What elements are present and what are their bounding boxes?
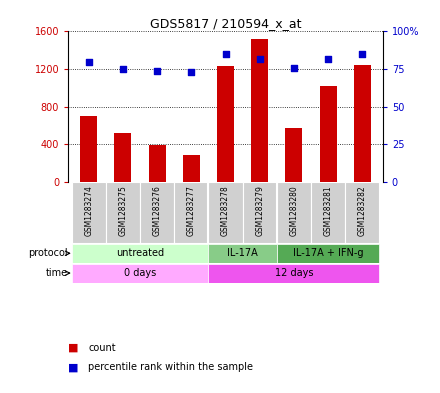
Text: GSM1283280: GSM1283280 [290,185,298,236]
Text: 0 days: 0 days [124,268,156,278]
Point [256,55,263,62]
Bar [209,182,242,243]
Bar [311,182,345,243]
Point [85,59,92,65]
Bar [209,244,277,263]
Point [359,51,366,57]
Text: IL-17A: IL-17A [227,248,258,258]
Bar [183,155,200,182]
Bar [277,182,311,243]
Title: GDS5817 / 210594_x_at: GDS5817 / 210594_x_at [150,17,301,30]
Text: GSM1283276: GSM1283276 [153,185,161,236]
Bar [242,182,277,243]
Text: GSM1283275: GSM1283275 [118,185,128,236]
Text: ■: ■ [68,362,79,373]
Bar [80,116,97,182]
Bar [106,182,140,243]
Text: GSM1283282: GSM1283282 [358,185,367,236]
Text: GSM1283279: GSM1283279 [255,185,264,236]
Point [119,66,126,72]
Text: GSM1283274: GSM1283274 [84,185,93,236]
Bar [174,182,209,243]
Bar [251,39,268,182]
Bar [149,145,165,182]
Text: GSM1283277: GSM1283277 [187,185,196,236]
Text: count: count [88,343,116,353]
Text: GSM1283281: GSM1283281 [323,185,333,236]
Text: percentile rank within the sample: percentile rank within the sample [88,362,253,373]
Point [188,69,195,75]
Text: untreated: untreated [116,248,164,258]
Bar [114,133,132,182]
Bar [72,264,209,283]
Text: ■: ■ [68,343,79,353]
Bar [277,244,379,263]
Bar [209,264,379,283]
Bar [319,86,337,182]
Bar [286,127,302,182]
Text: 12 days: 12 days [275,268,313,278]
Point [222,51,229,57]
Text: time: time [45,268,67,278]
Text: IL-17A + IFN-g: IL-17A + IFN-g [293,248,363,258]
Bar [72,244,209,263]
Point [290,64,297,71]
Bar [72,182,106,243]
Bar [140,182,174,243]
Bar [354,65,371,182]
Bar [345,182,379,243]
Text: GSM1283278: GSM1283278 [221,185,230,236]
Bar [217,66,234,182]
Text: protocol: protocol [28,248,67,258]
Point [154,68,161,74]
Point [325,55,332,62]
